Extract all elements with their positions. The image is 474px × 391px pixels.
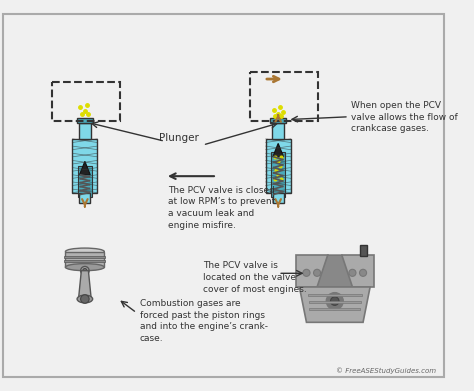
Polygon shape — [80, 161, 90, 175]
Bar — [78, 166, 92, 197]
Ellipse shape — [65, 248, 104, 255]
Text: When open the PCV
valve allows the flow of
crankcase gases.: When open the PCV valve allows the flow … — [351, 101, 457, 133]
Bar — [359, 244, 366, 256]
Bar — [273, 193, 283, 203]
Polygon shape — [273, 143, 283, 157]
Circle shape — [83, 269, 87, 273]
Bar — [64, 256, 105, 258]
Circle shape — [349, 269, 356, 276]
Bar — [270, 118, 286, 123]
Bar — [65, 251, 104, 267]
Circle shape — [326, 292, 343, 310]
Polygon shape — [79, 271, 91, 299]
Bar — [272, 123, 284, 139]
Circle shape — [81, 295, 89, 303]
Text: The PCV valve is closed
at low RPM’s to prevent
a vacuum leak and
engine misfire: The PCV valve is closed at low RPM’s to … — [168, 186, 275, 230]
Text: The PCV valve is
located on the valve
cover of most engines.: The PCV valve is located on the valve co… — [203, 261, 307, 294]
Bar — [79, 123, 91, 139]
Bar — [250, 72, 318, 122]
Bar — [73, 139, 98, 193]
Bar — [77, 118, 93, 123]
Text: © FreeASEStudyGuides.com: © FreeASEStudyGuides.com — [336, 368, 436, 374]
Circle shape — [359, 269, 366, 276]
Bar — [265, 139, 291, 193]
Bar — [308, 294, 362, 296]
Text: Plunger: Plunger — [159, 133, 199, 143]
Bar — [80, 193, 90, 203]
Text: Combustion gases are
forced past the piston rings
and into the engine’s crank-
c: Combustion gases are forced past the pis… — [139, 299, 267, 343]
Polygon shape — [300, 287, 370, 322]
Polygon shape — [317, 255, 353, 287]
Bar — [309, 301, 361, 303]
Bar — [310, 308, 360, 310]
Circle shape — [81, 266, 89, 275]
Circle shape — [313, 269, 320, 276]
Circle shape — [303, 269, 310, 276]
Bar — [271, 152, 285, 197]
Polygon shape — [296, 255, 328, 287]
Polygon shape — [342, 255, 374, 287]
Ellipse shape — [77, 295, 92, 303]
Ellipse shape — [65, 264, 104, 271]
Bar — [52, 82, 120, 122]
Circle shape — [330, 297, 339, 305]
Bar — [64, 260, 105, 262]
